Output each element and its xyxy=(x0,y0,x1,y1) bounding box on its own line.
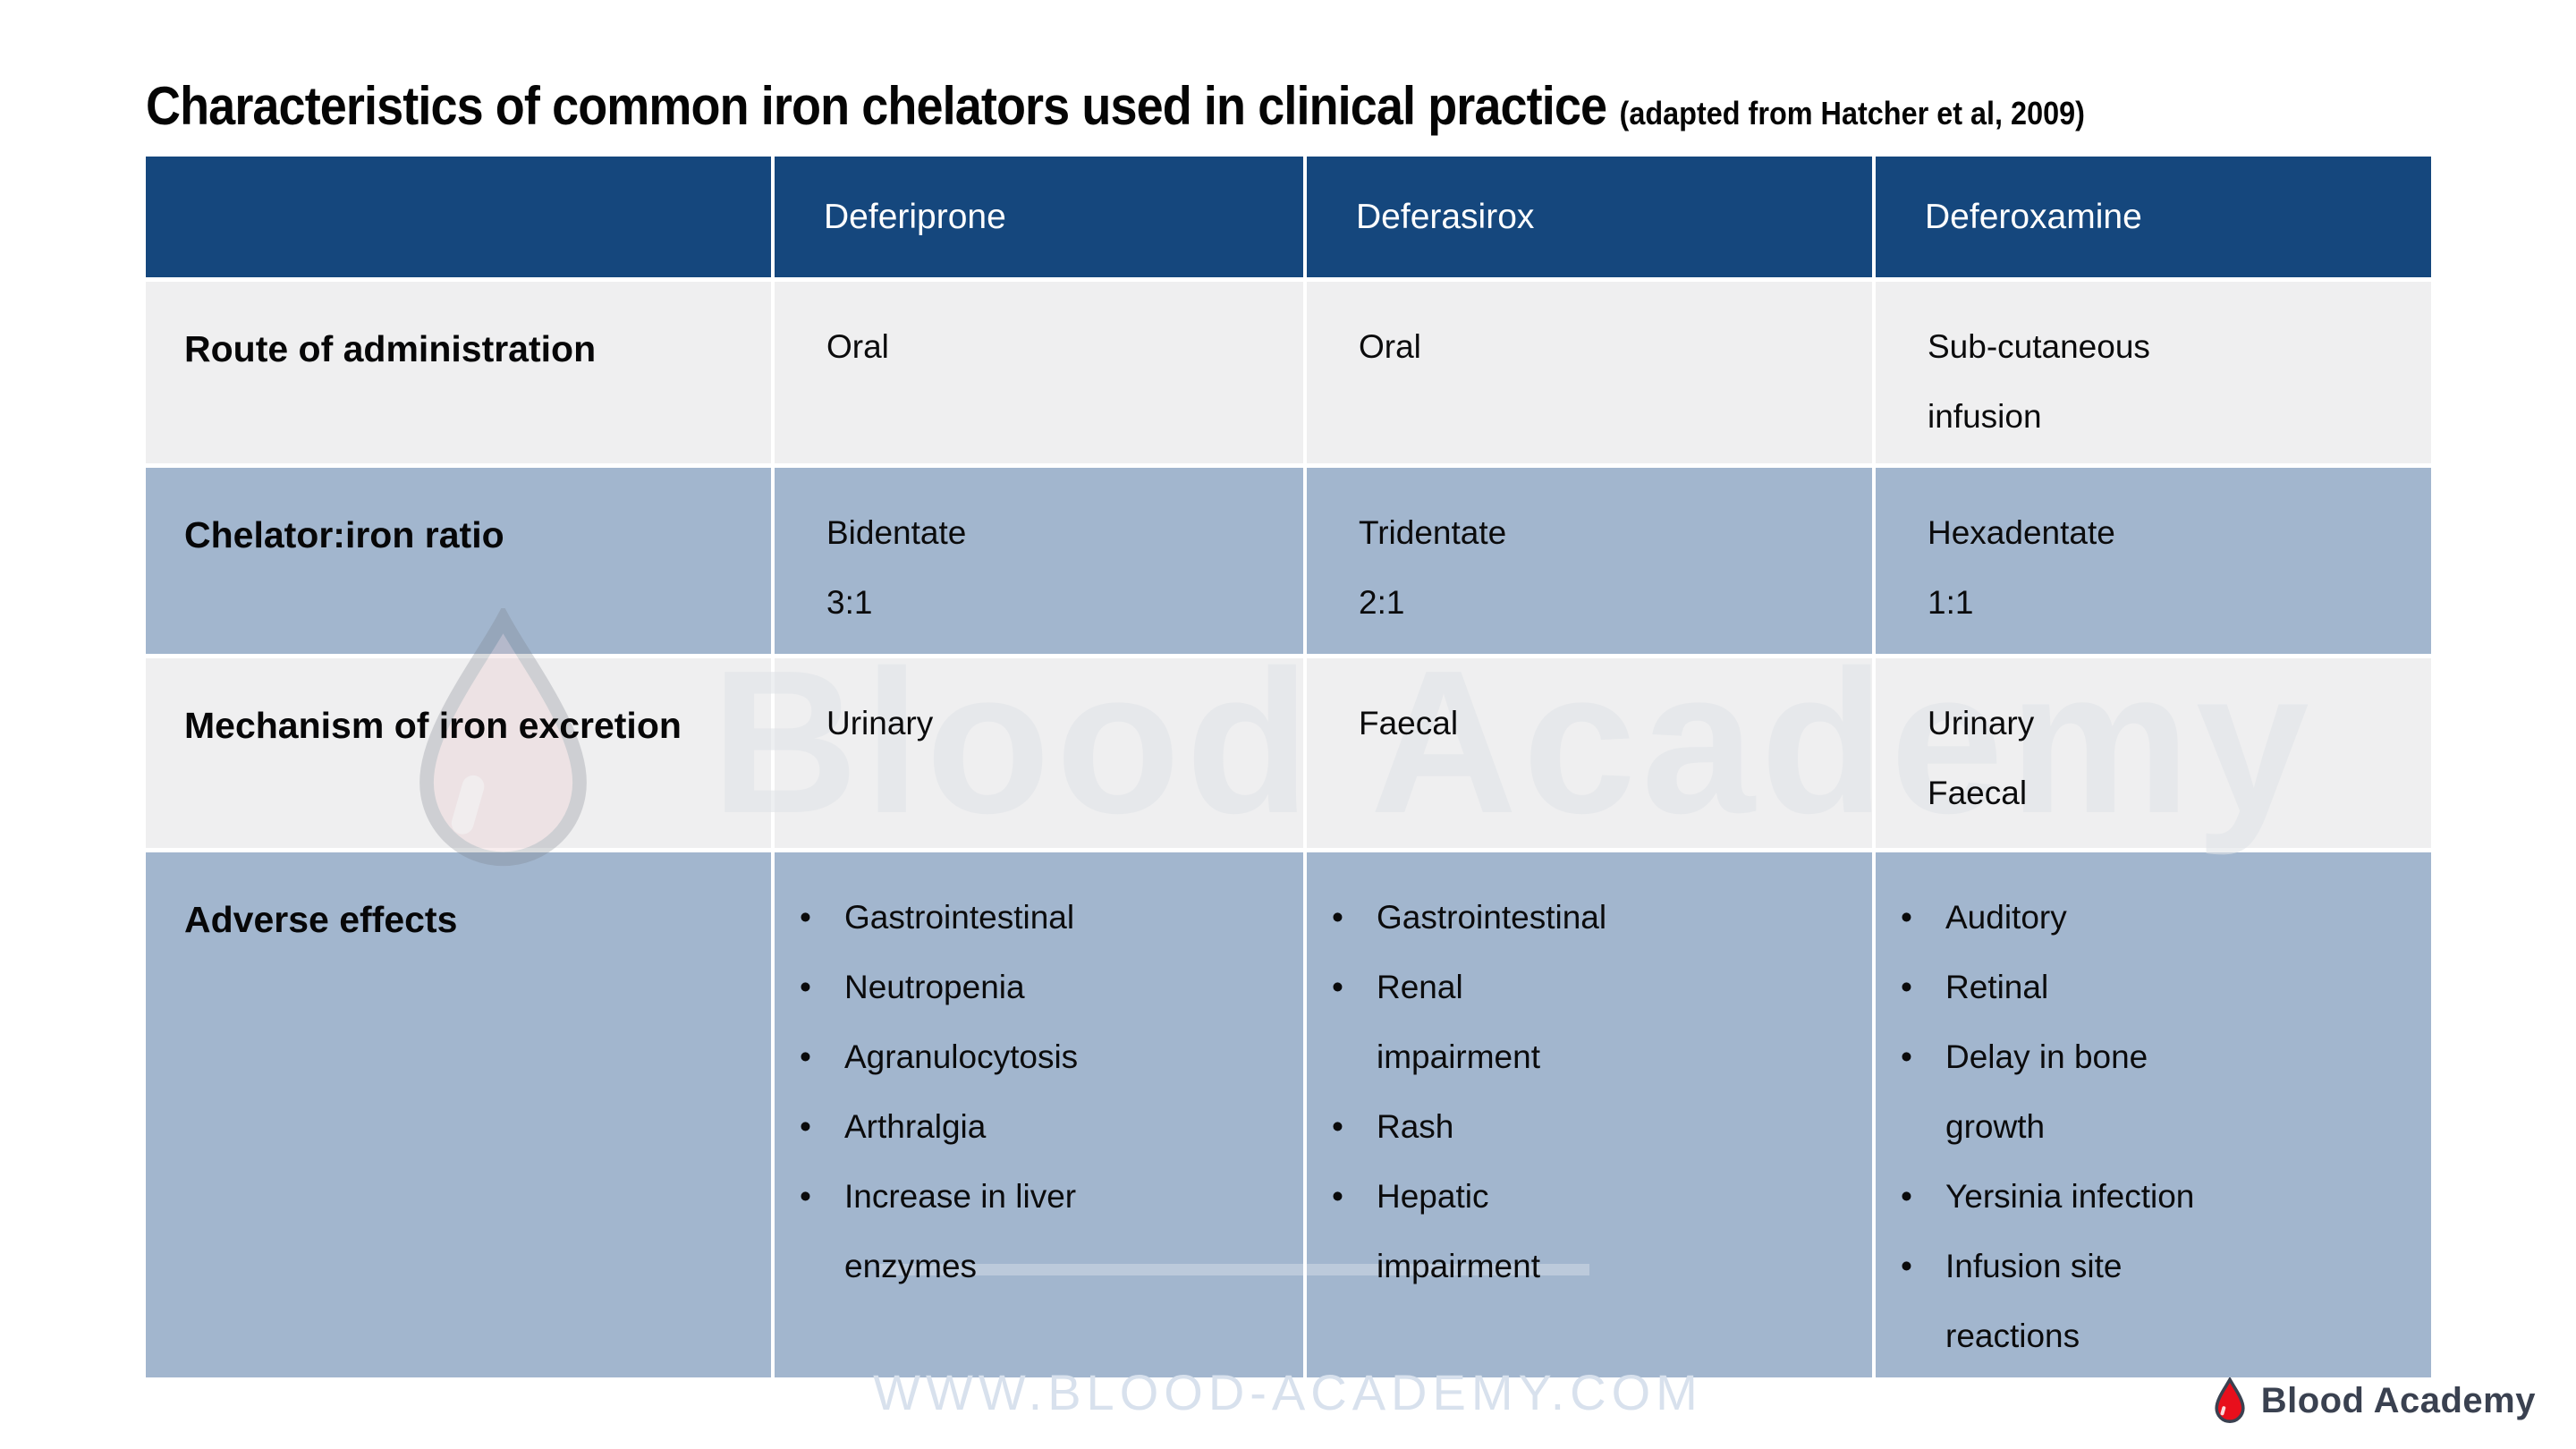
brand-name: Blood Academy xyxy=(2260,1380,2536,1420)
table-cell: Urinary xyxy=(775,658,1303,848)
bullet-text: Neutropenia xyxy=(844,969,1025,1005)
row-label: Mechanism of iron excretion xyxy=(184,705,682,746)
bullet-dot: • xyxy=(1332,1178,1343,1215)
row-label-cell: Adverse effects xyxy=(146,852,771,1377)
header-cell-deferiprone: Deferiprone xyxy=(775,157,1303,277)
bullet-dot: • xyxy=(800,1038,811,1075)
bullet-text: enzymes xyxy=(844,1248,978,1284)
bullet-dot: • xyxy=(1901,1038,1912,1075)
bullet-item: • Hepatic impairment xyxy=(1332,1162,1845,1301)
bullet-text: Rash xyxy=(1377,1108,1454,1145)
bullet-item: • Retinal xyxy=(1901,953,2404,1022)
bullet-text: reactions xyxy=(1945,1318,2080,1354)
cell-line: Sub-cutaneous xyxy=(1928,328,2150,365)
row-label: Route of administration xyxy=(184,328,597,369)
row-label-cell: Route of administration xyxy=(146,282,771,463)
table-cell: • Auditory • Retinal • Delay in bone gro… xyxy=(1876,852,2431,1377)
column-header: Deferiprone xyxy=(824,197,1006,236)
table-cell: • Gastrointestinal • Neutropenia • Agran… xyxy=(775,852,1303,1377)
bullet-text: Agranulocytosis xyxy=(844,1038,1079,1075)
title-source-note: (adapted from Hatcher et al, 2009) xyxy=(1619,95,2085,131)
bullet-item: • Increase in liver enzymes xyxy=(800,1162,1276,1301)
column-header: Deferasirox xyxy=(1356,197,1535,236)
table-cell: Faecal xyxy=(1307,658,1872,848)
bullet-text: impairment xyxy=(1377,1038,1540,1075)
row-label: Chelator:iron ratio xyxy=(184,514,504,555)
cell-line: Urinary xyxy=(1928,705,2035,741)
cell-line: Oral xyxy=(1359,328,1421,365)
bullet-dot: • xyxy=(1901,969,1912,1005)
brand-logo: Blood Academy xyxy=(2212,1377,2536,1424)
header-cell-empty xyxy=(146,157,771,277)
row-label-cell: Mechanism of iron excretion xyxy=(146,658,771,848)
column-header: Deferoxamine xyxy=(1925,197,2142,236)
bullet-text: Renal xyxy=(1377,969,1463,1005)
bullet-text: Auditory xyxy=(1945,899,2067,936)
blood-drop-icon xyxy=(2215,1377,2245,1423)
bullet-dot: • xyxy=(1332,1108,1343,1145)
table-cell: • Gastrointestinal • Renal impairment • … xyxy=(1307,852,1872,1377)
title-main: Characteristics of common iron chelators… xyxy=(146,76,1607,136)
bullet-dot: • xyxy=(1332,899,1343,936)
bullet-text: Delay in bone xyxy=(1945,1038,2148,1075)
bullet-text: Infusion site xyxy=(1945,1248,2123,1284)
cell-line: Oral xyxy=(826,328,889,365)
bullet-dot: • xyxy=(800,899,811,936)
bullet-item: • Gastrointestinal xyxy=(1332,883,1845,953)
bullet-item: • Renal impairment xyxy=(1332,953,1845,1092)
bullet-dot: • xyxy=(800,1178,811,1215)
header-cell-deferasirox: Deferasirox xyxy=(1307,157,1872,277)
bullet-text: growth xyxy=(1945,1108,2046,1145)
cell-line: Tridentate xyxy=(1359,514,1507,551)
bullet-dot: • xyxy=(1901,1248,1912,1284)
cell-line: 1:1 xyxy=(1928,584,1974,621)
header-cell-deferoxamine: Deferoxamine xyxy=(1876,157,2431,277)
table-cell: Hexadentate 1:1 xyxy=(1876,468,2431,654)
table-cell: Urinary Faecal xyxy=(1876,658,2431,848)
bullet-item: • Gastrointestinal xyxy=(800,883,1276,953)
bullet-item: • Infusion site reactions xyxy=(1901,1232,2404,1371)
row-label: Adverse effects xyxy=(184,899,458,940)
cell-line: Hexadentate xyxy=(1928,514,2115,551)
bullet-item: • Arthralgia xyxy=(800,1092,1276,1162)
bullet-dot: • xyxy=(1332,969,1343,1005)
bullet-text: Retinal xyxy=(1945,969,2049,1005)
bullet-text: Yersinia infection xyxy=(1945,1178,2195,1215)
page-title: Characteristics of common iron chelators… xyxy=(146,75,2085,137)
bullet-text: impairment xyxy=(1377,1248,1540,1284)
bullet-dot: • xyxy=(800,1108,811,1145)
bullet-dot: • xyxy=(1901,899,1912,936)
cell-line: infusion xyxy=(1928,398,2042,435)
row-label-cell: Chelator:iron ratio xyxy=(146,468,771,654)
bullet-text: Hepatic xyxy=(1377,1178,1489,1215)
table-cell: Tridentate 2:1 xyxy=(1307,468,1872,654)
table-cell: Oral xyxy=(1307,282,1872,463)
bullet-item: • Agranulocytosis xyxy=(800,1022,1276,1092)
bullet-item: • Rash xyxy=(1332,1092,1845,1162)
bullet-text: Gastrointestinal xyxy=(844,899,1075,936)
bullet-dot: • xyxy=(1901,1178,1912,1215)
bullet-item: • Auditory xyxy=(1901,883,2404,953)
bullet-text: Gastrointestinal xyxy=(1377,899,1607,936)
table-cell: Bidentate 3:1 xyxy=(775,468,1303,654)
bullet-item: • Neutropenia xyxy=(800,953,1276,1022)
bullet-item: • Delay in bone growth xyxy=(1901,1022,2404,1162)
bullet-dot: • xyxy=(800,969,811,1005)
chelator-comparison-table: Deferiprone Deferasirox Deferoxamine Rou… xyxy=(146,157,2431,1377)
table-cell: Oral xyxy=(775,282,1303,463)
cell-line: Faecal xyxy=(1928,775,2028,811)
cell-line: Urinary xyxy=(826,705,934,741)
bullet-item: • Yersinia infection xyxy=(1901,1162,2404,1232)
cell-line: 3:1 xyxy=(826,584,873,621)
cell-line: Bidentate xyxy=(826,514,967,551)
bullet-text: Increase in liver xyxy=(844,1178,1077,1215)
table-cell: Sub-cutaneous infusion xyxy=(1876,282,2431,463)
cell-line: 2:1 xyxy=(1359,584,1405,621)
bullet-text: Arthralgia xyxy=(844,1108,987,1145)
cell-line: Faecal xyxy=(1359,705,1459,741)
